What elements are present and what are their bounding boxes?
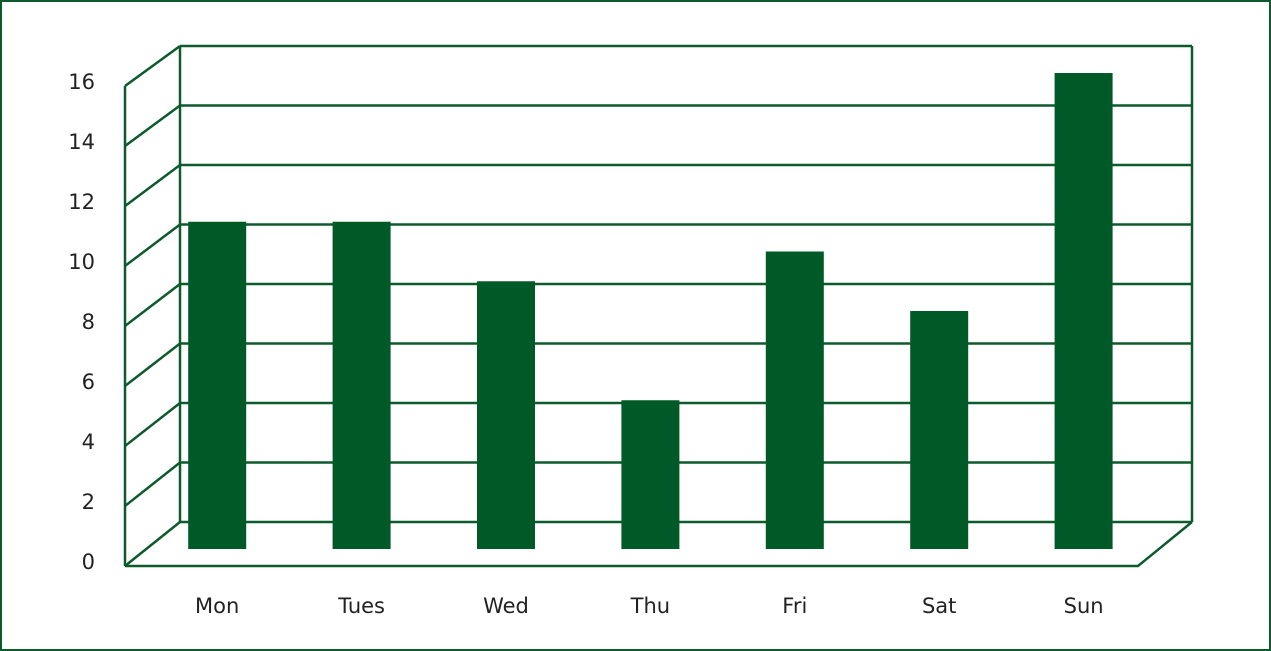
y-tick-label: 10 — [68, 250, 95, 274]
x-tick-label: Wed — [483, 594, 529, 618]
x-tick-label: Mon — [195, 594, 239, 618]
bar — [621, 400, 680, 549]
grid-diagonal — [124, 223, 181, 267]
grid-diagonal — [124, 521, 181, 567]
bar — [910, 311, 969, 549]
x-tick-label: Sat — [922, 594, 956, 618]
grid-diagonal — [124, 104, 181, 148]
floor-edge — [125, 521, 1193, 568]
grid-diagonal — [124, 163, 181, 208]
grid-diagonal — [124, 44, 181, 88]
y-tick-label: 14 — [68, 130, 95, 154]
y-tick-label: 16 — [68, 70, 95, 94]
grid-diagonal — [124, 461, 181, 507]
grid-diagonal — [124, 342, 181, 387]
y-tick-label: 12 — [68, 190, 95, 214]
x-tick-label: Fri — [782, 594, 807, 618]
bar — [765, 251, 824, 549]
bar — [332, 221, 391, 549]
y-tick-label: 2 — [82, 490, 95, 514]
y-tick-label: 8 — [82, 310, 95, 334]
grid-diagonal — [124, 283, 181, 327]
y-tick-label: 4 — [82, 430, 95, 454]
bar — [477, 281, 535, 549]
y-tick-label: 0 — [82, 550, 95, 574]
bar — [188, 221, 247, 549]
x-tick-label: Sun — [1064, 594, 1104, 618]
bar — [1054, 73, 1113, 549]
x-tick-label: Thu — [630, 594, 670, 618]
x-tick-label: Tues — [337, 594, 385, 618]
y-tick-label: 6 — [82, 370, 95, 394]
grid-diagonal — [124, 402, 181, 447]
